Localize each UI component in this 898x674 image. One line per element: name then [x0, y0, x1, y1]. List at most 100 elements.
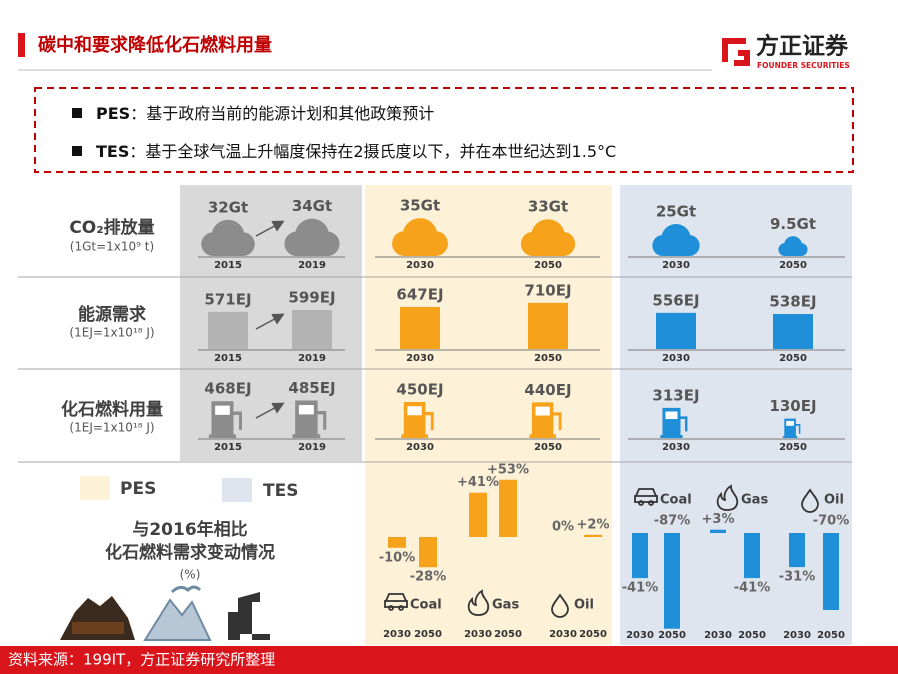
row-unit: (1EJ=1x10¹⁸ J) — [69, 421, 154, 435]
year-label: 2030 — [383, 629, 411, 640]
change-unit: (%) — [180, 568, 201, 582]
pump-window — [215, 405, 230, 415]
bar — [400, 306, 440, 349]
gas-icon — [467, 589, 490, 616]
change-bar — [744, 533, 760, 579]
oil-icon — [801, 488, 819, 513]
note-term: PES — [96, 104, 130, 123]
legend-label: PES — [120, 479, 156, 499]
year-label: 2015 — [214, 353, 242, 364]
cloud — [284, 218, 340, 256]
category-label: Gas — [492, 598, 519, 613]
bar — [292, 310, 332, 349]
change-label: +53% — [487, 462, 529, 477]
year-label: 2030 — [464, 629, 492, 640]
year-label: 2030 — [406, 260, 434, 271]
trend-arrow — [255, 402, 285, 419]
bullet — [72, 146, 82, 156]
note-text: ：基于全球气温上升幅度保持在2摄氏度以下，并在本世纪达到1.5°C — [129, 142, 616, 161]
bullet — [72, 108, 82, 118]
value-label: 32Gt — [208, 198, 248, 216]
tes-panel — [620, 185, 852, 645]
cloud — [392, 218, 448, 256]
note: TES：基于全球气温上升幅度保持在2摄氏度以下，并在本世纪达到1.5°C — [96, 142, 616, 161]
cloud — [201, 219, 255, 256]
change-title: 化石燃料需求变动情况 — [105, 542, 275, 563]
gas-smoke — [170, 585, 202, 594]
footer-bar — [0, 646, 898, 674]
notes-box — [34, 87, 854, 173]
coal-icon — [634, 488, 658, 506]
oil-icon — [551, 593, 569, 618]
year-label: 2050 — [579, 629, 607, 640]
value-label: 710EJ — [524, 281, 571, 299]
change-label: -70% — [813, 514, 850, 529]
value-label: 599EJ — [288, 289, 335, 307]
value-label: 313EJ — [652, 386, 699, 404]
logo-icon — [722, 38, 750, 66]
year-label: 2030 — [662, 442, 690, 453]
value-label: 556EJ — [652, 291, 699, 309]
year-label: 2050 — [779, 353, 807, 364]
change-label: +2% — [577, 517, 610, 532]
year-label: 2030 — [406, 353, 434, 364]
bar — [773, 314, 813, 349]
change-label: +3% — [702, 512, 735, 527]
change-bar — [632, 533, 648, 579]
title-accent — [18, 33, 25, 57]
change-label: -87% — [654, 514, 691, 529]
year-label: 2015 — [214, 260, 242, 271]
note-term: TES — [96, 142, 129, 161]
pump-window — [298, 405, 314, 415]
value-label: 468EJ — [204, 380, 251, 398]
legend-swatch — [80, 476, 110, 500]
value-label: 450EJ — [396, 380, 443, 398]
change-title: 与2016年相比 — [132, 519, 247, 540]
trend-arrow — [255, 220, 285, 237]
note: PES：基于政府当前的能源计划和其他政策预计 — [96, 104, 434, 123]
value-label: 33Gt — [528, 198, 568, 216]
change-bar — [499, 479, 517, 537]
legend-label: TES — [263, 481, 298, 501]
row-label: CO₂排放量 — [69, 217, 154, 238]
value-label: 538EJ — [769, 293, 816, 311]
year-label: 2030 — [406, 442, 434, 453]
value-label: 485EJ — [288, 379, 335, 397]
year-label: 2050 — [494, 629, 522, 640]
oil-illustration — [228, 592, 270, 640]
year-label: 2050 — [738, 630, 766, 641]
cloud — [778, 236, 808, 256]
value-label: 9.5Gt — [770, 215, 816, 233]
pump-window — [786, 420, 794, 426]
change-bar — [388, 537, 406, 548]
category-label: Gas — [741, 493, 768, 508]
pump-window — [407, 406, 422, 416]
change-label: -41% — [734, 581, 771, 596]
slide-title: 碳中和要求降低化石燃料用量 — [38, 34, 272, 56]
row-label: 化石燃料用量 — [61, 399, 163, 420]
change-label: +41% — [457, 475, 499, 490]
year-label: 2019 — [298, 442, 326, 453]
year-label: 2050 — [817, 630, 845, 641]
change-bar — [664, 533, 680, 629]
row-label: 能源需求 — [78, 304, 146, 325]
value-label: 25Gt — [656, 202, 696, 220]
value-label: 440EJ — [524, 381, 571, 399]
change-label: -31% — [779, 570, 816, 585]
coal-icon — [384, 593, 408, 611]
row-unit: (1Gt=1x10⁹ t) — [70, 240, 154, 254]
source-note: 资料来源：199IT，方正证券研究所整理 — [8, 651, 275, 669]
bar — [656, 312, 696, 349]
gas-illustration — [143, 598, 212, 641]
value-label: 571EJ — [204, 290, 251, 308]
legend-swatch — [222, 478, 252, 502]
change-bar — [419, 537, 437, 568]
year-label: 2030 — [783, 630, 811, 641]
category-label: Coal — [410, 598, 442, 613]
cloud — [520, 219, 576, 257]
year-label: 2050 — [779, 442, 807, 453]
cloud — [652, 223, 700, 257]
value-label: 34Gt — [292, 197, 332, 215]
category-label: Oil — [824, 493, 844, 508]
